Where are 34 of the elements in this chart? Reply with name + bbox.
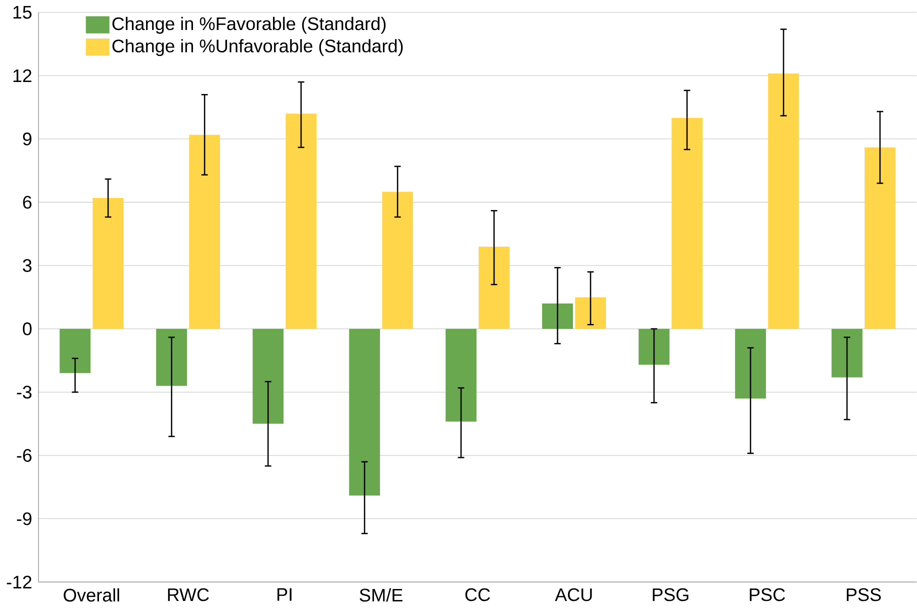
bar — [60, 329, 91, 374]
bar — [286, 114, 317, 330]
bar — [382, 192, 414, 330]
y-tick-label: -3 — [16, 386, 32, 399]
bar — [672, 118, 702, 330]
legend-label: Change in %Favorable (Standard) — [112, 17, 386, 34]
x-tick-label: ACU — [554, 588, 592, 602]
y-tick-label: 6 — [23, 196, 32, 209]
bar — [92, 198, 124, 330]
x-tick-label: CC — [465, 588, 490, 602]
y-tick-label: 12 — [13, 70, 32, 82]
x-tick-label: RWC — [168, 588, 209, 602]
y-tick-label: 15 — [13, 6, 32, 19]
y-tick-label: 9 — [23, 132, 32, 146]
x-tick-label: PI — [277, 588, 292, 601]
x-tick-label: PSG — [652, 588, 688, 602]
y-tick-label: -6 — [16, 449, 32, 462]
legend-label: Change in %Unfavorable (Standard) — [112, 39, 403, 56]
y-tick-label: 3 — [22, 259, 32, 272]
x-tick-label: PSS — [846, 588, 881, 602]
bar — [252, 329, 284, 424]
x-tick-label: SM/E — [360, 588, 402, 602]
bar — [542, 304, 573, 330]
y-tick-label: -12 — [6, 576, 32, 589]
bar — [446, 329, 476, 422]
bar — [189, 134, 220, 330]
bar — [768, 74, 799, 330]
y-tick-label: -9 — [16, 512, 32, 526]
x-tick-label: Overall — [64, 588, 120, 602]
bar — [864, 148, 896, 330]
bar — [478, 246, 510, 330]
y-tick-label: 0 — [22, 322, 32, 336]
x-tick-label: PSC — [750, 588, 785, 602]
bar — [349, 329, 380, 496]
